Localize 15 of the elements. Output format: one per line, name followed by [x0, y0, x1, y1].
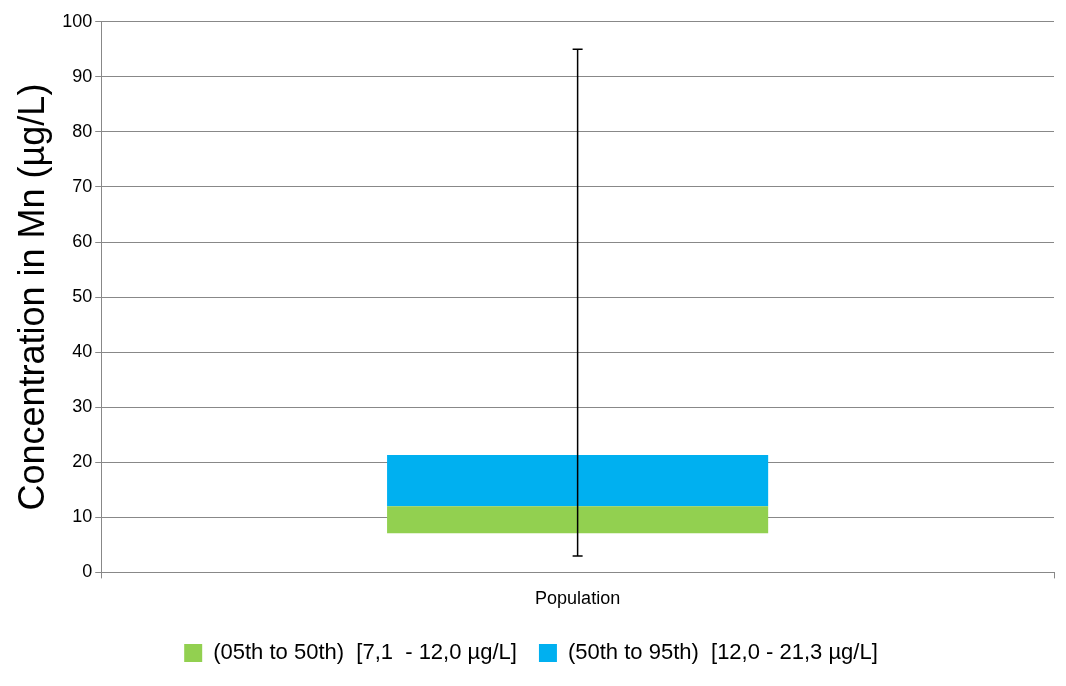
y-tick-label: 90	[72, 65, 93, 86]
legend-label: (05th to 50th) [7,1 - 12,0 µg/L]	[213, 639, 517, 665]
y-tick-label: 100	[62, 10, 93, 31]
y-tick-label: 60	[72, 231, 93, 252]
y-axis-title: Concentration in Mn (µg/L)	[10, 83, 52, 511]
legend-label: (50th to 95th) [12,0 - 21,3 µg/L]	[567, 639, 878, 665]
y-tick-label: 20	[72, 451, 93, 472]
y-tick-label: 10	[72, 506, 93, 527]
y-tick-label: 0	[82, 561, 93, 582]
y-tick-label: 80	[72, 120, 93, 141]
y-tick-label: 30	[72, 396, 93, 417]
y-tick-label: 70	[72, 175, 93, 196]
x-tick-label: Population	[535, 588, 621, 609]
y-tick-label: 40	[72, 341, 93, 362]
y-tick-label: 50	[72, 286, 93, 307]
